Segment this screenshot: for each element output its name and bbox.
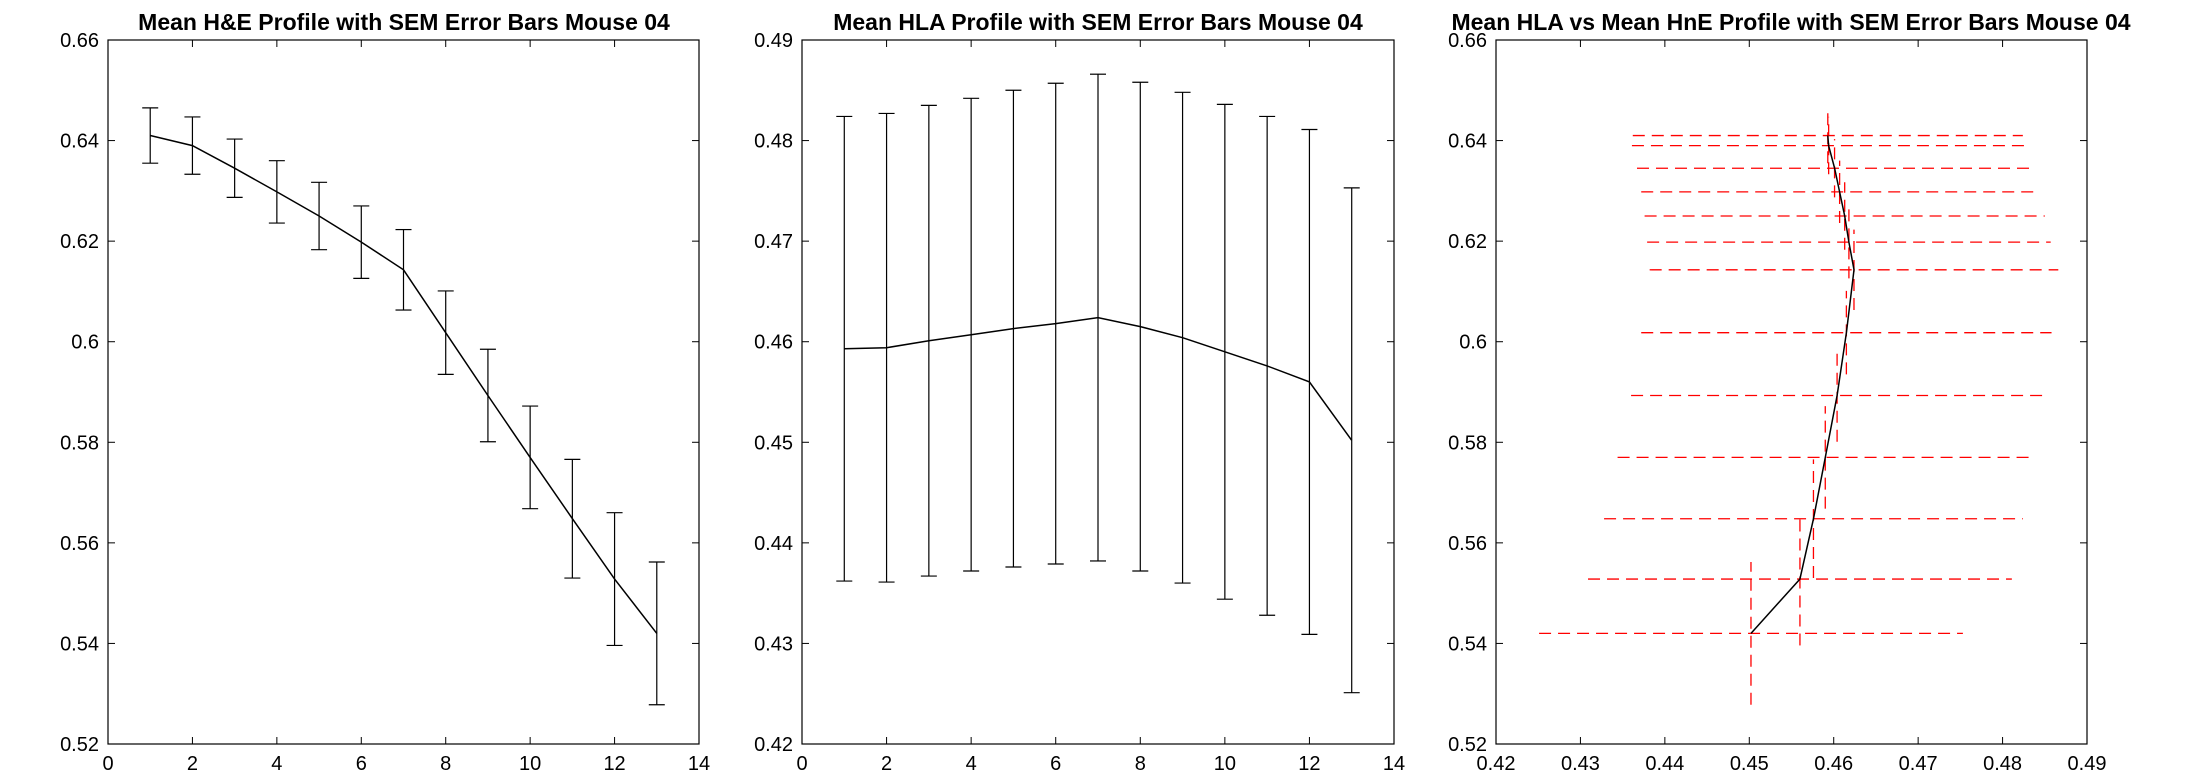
y-tick-label: 0.52	[1448, 734, 1487, 756]
series-line	[1750, 135, 1855, 634]
x-tick-label: 0.46	[1814, 753, 1853, 775]
axes-box	[1495, 39, 2088, 745]
y-tick-label: 0.42	[754, 734, 793, 756]
x-tick-label: 6	[356, 753, 367, 775]
series-line	[150, 134, 658, 634]
x-tick-label: 12	[1298, 753, 1320, 775]
y-tick-label: 0.56	[60, 533, 99, 555]
y-tick-label: 0.44	[754, 533, 793, 555]
x-tick-label: 14	[1383, 753, 1405, 775]
y-tick-label: 0.64	[60, 131, 99, 153]
chart-he-profile: Mean H&E Profile with SEM Error Bars Mou…	[60, 9, 710, 775]
chart-title: Mean HLA Profile with SEM Error Bars Mou…	[833, 9, 1363, 35]
x-tick-label: 14	[688, 753, 710, 775]
y-tick-label: 0.62	[1448, 231, 1487, 253]
chart-title: Mean H&E Profile with SEM Error Bars Mou…	[138, 9, 670, 35]
chart-hla-profile: Mean HLA Profile with SEM Error Bars Mou…	[754, 9, 1405, 775]
x-tick-label: 10	[1214, 753, 1236, 775]
x-tick-label: 0.47	[1899, 753, 1938, 775]
x-tick-label: 0.43	[1561, 753, 1600, 775]
x-tick-label: 0.48	[1983, 753, 2022, 775]
y-tick-label: 0.43	[754, 633, 793, 655]
x-tick-label: 0.42	[1477, 753, 1516, 775]
y-tick-label: 0.54	[1448, 633, 1487, 655]
y-tick-label: 0.64	[1448, 131, 1487, 153]
x-tick-label: 8	[1135, 753, 1146, 775]
y-tick-label: 0.47	[754, 231, 793, 253]
y-tick-label: 0.46	[754, 332, 793, 354]
y-tick-label: 0.6	[71, 332, 99, 354]
x-tick-label: 0	[102, 753, 113, 775]
x-tick-label: 6	[1050, 753, 1061, 775]
y-tick-label: 0.58	[1448, 432, 1487, 454]
x-tick-label: 0.44	[1645, 753, 1684, 775]
y-tick-label: 0.48	[754, 131, 793, 153]
axes-box	[107, 39, 700, 745]
x-tick-label: 4	[966, 753, 977, 775]
series-line	[844, 316, 1353, 441]
x-tick-label: 12	[603, 753, 625, 775]
x-tick-label: 0.45	[1730, 753, 1769, 775]
y-tick-label: 0.49	[754, 30, 793, 52]
y-tick-label: 0.6	[1459, 332, 1487, 354]
y-tick-label: 0.45	[754, 432, 793, 454]
chart-hla-vs-he-profile: Mean HLA vs Mean HnE Profile with SEM Er…	[1448, 9, 2131, 775]
axes-box	[801, 39, 1395, 745]
x-tick-label: 2	[881, 753, 892, 775]
x-tick-label: 10	[519, 753, 541, 775]
y-tick-label: 0.66	[60, 30, 99, 52]
x-tick-label: 0.49	[2068, 753, 2107, 775]
x-tick-label: 4	[271, 753, 282, 775]
y-tick-label: 0.66	[1448, 30, 1487, 52]
y-tick-label: 0.56	[1448, 533, 1487, 555]
y-tick-label: 0.58	[60, 432, 99, 454]
chart-title: Mean HLA vs Mean HnE Profile with SEM Er…	[1451, 9, 2130, 35]
y-tick-label: 0.54	[60, 633, 99, 655]
x-tick-label: 2	[187, 753, 198, 775]
x-tick-label: 0	[796, 753, 807, 775]
y-tick-label: 0.62	[60, 231, 99, 253]
x-tick-label: 8	[440, 753, 451, 775]
y-tick-label: 0.52	[60, 734, 99, 756]
